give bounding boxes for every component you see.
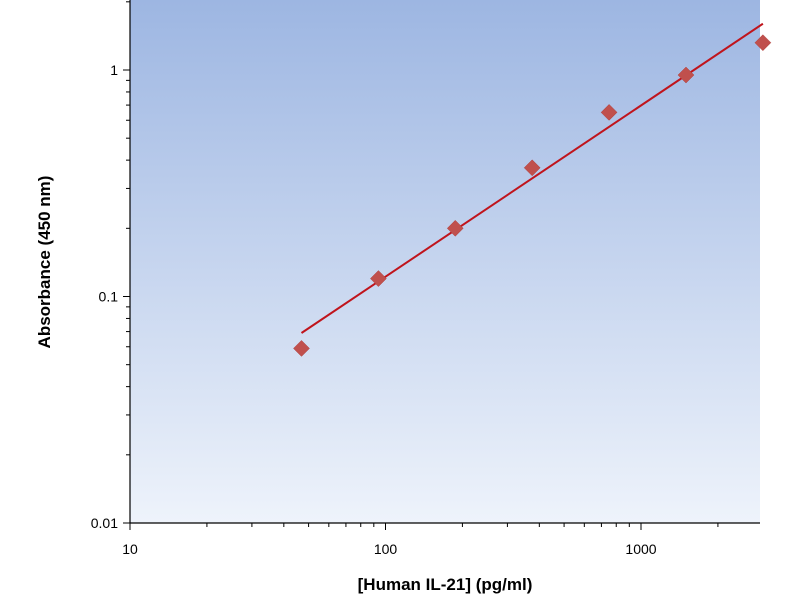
plot-area [130, 0, 760, 523]
data-point [600, 104, 618, 121]
tick-labels: 10 100 1000 0.01 0.1 1 [91, 62, 657, 557]
data-point [293, 340, 310, 357]
y-tick-label: 0.1 [99, 289, 119, 305]
x-axis-title: [Human IL-21] (pg/ml) [358, 575, 533, 594]
y-tick-label: 0.01 [91, 515, 118, 531]
data-point [677, 66, 695, 84]
x-tick-label: 10 [122, 541, 138, 557]
axes [123, 0, 760, 530]
data-point [370, 270, 387, 287]
y-axis-title: Absorbance (450 nm) [35, 176, 54, 349]
data-point [446, 219, 464, 237]
x-tick-label: 100 [374, 541, 398, 557]
y-tick-label: 1 [110, 62, 118, 78]
data-point [523, 159, 541, 177]
x-tick-label: 1000 [625, 541, 656, 557]
data-point [754, 34, 772, 52]
data-points [293, 34, 772, 357]
